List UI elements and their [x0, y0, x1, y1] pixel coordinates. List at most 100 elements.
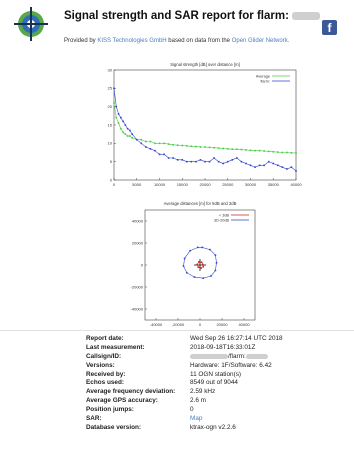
crosshair-logo-icon — [14, 7, 48, 41]
data-point — [267, 150, 270, 153]
signal-strength-chart: Signal strength [dB] over distance [m] 0 5… — [108, 62, 303, 187]
y-tick-label: 5 — [110, 159, 113, 164]
data-point — [126, 127, 129, 130]
data-point — [124, 133, 127, 135]
data-point — [163, 153, 165, 156]
data-point — [272, 162, 275, 165]
x-tick-label: 10000 — [154, 182, 166, 187]
data-point — [154, 142, 156, 145]
report-value: /flarm: — [190, 353, 268, 360]
legend-label: flarm: — [261, 79, 271, 83]
source-link[interactable]: Open Glider Network. — [231, 38, 290, 44]
data-point — [215, 262, 218, 264]
x-tick-label: 0 — [199, 322, 202, 327]
provided-middle: based on data from the — [168, 38, 231, 44]
data-point — [249, 149, 252, 152]
series-line — [113, 88, 297, 172]
data-point — [197, 266, 200, 268]
data-point — [202, 265, 205, 268]
report-label: Echos used: — [86, 379, 124, 387]
x-tick-label: 20000 — [216, 322, 228, 327]
x-tick-label: 40000 — [290, 182, 302, 187]
y-tick-label: 40000 — [132, 218, 144, 223]
data-point — [182, 265, 185, 267]
callsign-value: /flarm: — [228, 352, 246, 360]
legend-label: < 3dB — [219, 213, 229, 217]
x-tick-label: -40000 — [150, 322, 163, 327]
data-point — [181, 159, 184, 161]
x-tick-label: 30000 — [245, 182, 257, 187]
report-label: Versions: — [86, 361, 115, 369]
sar-map-link[interactable]: Map — [190, 415, 203, 423]
series-line — [113, 102, 296, 154]
data-point — [190, 145, 193, 148]
data-point — [181, 144, 184, 147]
data-point — [286, 168, 288, 170]
data-point — [122, 120, 124, 123]
report-label: Average GPS accuracy: — [86, 397, 158, 405]
data-point — [245, 162, 247, 165]
report-value: 0 — [190, 406, 194, 414]
y-tick-label: 30 — [108, 67, 113, 72]
data-point — [140, 142, 143, 145]
facebook-icon[interactable]: f — [322, 20, 337, 35]
redacted-callsign — [190, 353, 228, 359]
data-point — [200, 267, 202, 269]
y-tick-label: -40000 — [131, 306, 144, 311]
data-point — [113, 102, 115, 104]
report-value: 11 OGN station(s) — [190, 370, 242, 378]
report-label: Last measurement: — [86, 343, 145, 351]
provider-link[interactable]: KISS Technologies GmbH — [97, 38, 167, 44]
report-value: Wed Sep 26 16:27:14 UTC 2018 — [190, 335, 283, 342]
data-point — [195, 145, 197, 148]
data-point — [197, 246, 199, 249]
y-tick-label: 15 — [108, 122, 113, 127]
data-point — [231, 159, 234, 161]
average-distance-chart: Average distances [m] for 5dB and 3dB -40… — [131, 201, 256, 327]
data-point — [122, 131, 124, 134]
data-point — [140, 138, 143, 141]
data-point — [167, 157, 170, 159]
data-point — [186, 271, 188, 274]
data-point — [290, 166, 293, 168]
data-point — [267, 160, 270, 163]
x-tick-label: 15000 — [177, 182, 189, 187]
data-point — [195, 160, 197, 163]
chart-title: Average distances [m] for 5dB and 3dB — [164, 201, 237, 206]
data-point — [209, 248, 211, 251]
report-value: 2018-09-18T16:33:01Z — [190, 343, 256, 351]
report-label: Received by: — [86, 370, 126, 378]
data-point — [240, 148, 243, 151]
data-point — [214, 254, 217, 256]
data-point — [199, 159, 202, 161]
y-tick-label: 0 — [141, 262, 144, 267]
report-value: ktrax-ogn v2.2.6 — [190, 423, 236, 431]
series-outline — [183, 247, 217, 279]
x-tick-label: 20000 — [199, 182, 211, 187]
x-tick-label: 25000 — [222, 182, 234, 187]
data-point — [295, 152, 297, 154]
data-point — [254, 149, 256, 152]
report-value: 2.6 m — [190, 397, 206, 405]
data-point — [200, 261, 203, 264]
data-point — [226, 160, 229, 163]
data-point — [231, 148, 234, 150]
report-value: 2.59 kHz — [190, 388, 216, 396]
report-value: Hardware: 1F/Software: 6.42 — [190, 361, 272, 369]
provided-by-line: Provided by KISS Technologies GmbH based… — [64, 38, 289, 44]
data-point — [189, 249, 191, 252]
y-tick-label: 25 — [108, 86, 113, 91]
data-point — [222, 147, 224, 150]
data-point — [167, 143, 170, 145]
y-tick-label: 20 — [108, 104, 113, 109]
data-point — [183, 257, 186, 260]
page-title-text: Signal strength and SAR report for flarm… — [64, 10, 289, 22]
data-point — [204, 160, 206, 163]
x-tick-label: -20000 — [172, 322, 185, 327]
data-point — [186, 145, 188, 147]
y-tick-label: 0 — [110, 177, 113, 182]
report-label: Report date: — [86, 335, 124, 342]
data-point — [158, 142, 161, 145]
data-point — [163, 142, 165, 145]
data-point — [113, 87, 115, 90]
